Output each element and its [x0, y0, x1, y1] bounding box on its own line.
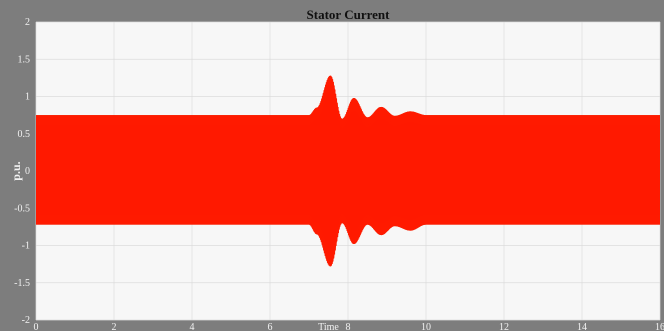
x-axis-label: Time	[318, 322, 339, 331]
y-axis-label: p.u.	[9, 161, 23, 180]
y-tick-label: -0.5	[14, 203, 30, 214]
x-tick-label: 0	[34, 322, 39, 331]
x-tick-label: 6	[268, 322, 273, 331]
x-tick-label: 16	[655, 322, 664, 331]
x-tick-label: 2	[112, 322, 117, 331]
y-tick-label: 0.5	[18, 129, 31, 140]
x-tick-label: 4	[190, 322, 195, 331]
y-tick-label: 1	[25, 92, 30, 103]
x-tick-label: 8	[346, 322, 351, 331]
chart-title: Stator Current	[307, 7, 391, 22]
x-tick-label: 12	[499, 322, 509, 331]
y-tick-label: -1.5	[14, 278, 30, 289]
y-tick-label: -1	[22, 241, 30, 252]
x-tick-label: 14	[577, 322, 587, 331]
y-tick-label: -2	[22, 315, 30, 326]
x-tick-label: 10	[421, 322, 431, 331]
y-tick-label: 1.5	[18, 54, 31, 65]
y-tick-label: 0	[25, 166, 30, 177]
y-tick-label: 2	[25, 17, 30, 28]
